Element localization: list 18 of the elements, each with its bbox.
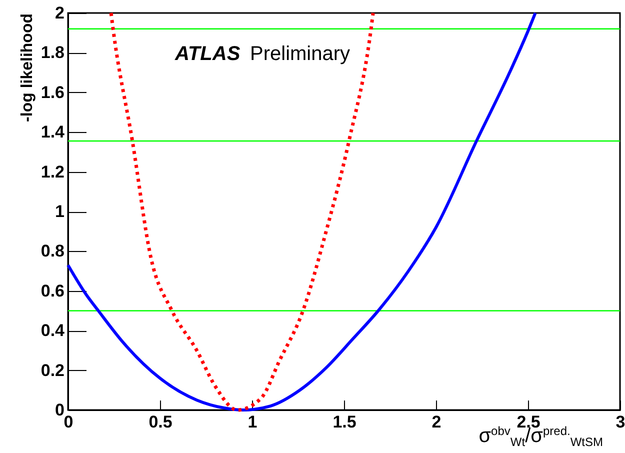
y-tick-label: 0 xyxy=(55,400,64,420)
y-axis-title: -log likelihood xyxy=(18,14,36,122)
y-tick-label: 1.4 xyxy=(40,122,66,142)
x-tick-label: 3 xyxy=(616,412,625,432)
annotation: ATLAS Preliminary xyxy=(174,43,350,65)
y-tick-label: 1.2 xyxy=(40,162,64,182)
x-tick-label: 0.5 xyxy=(148,412,172,432)
y-tick-label: 1 xyxy=(55,202,64,221)
y-tick-label: 1.8 xyxy=(40,43,64,62)
y-tick-label: 0.4 xyxy=(40,321,66,340)
y-tick-label: 0.2 xyxy=(40,360,64,380)
x-tick-label: 2 xyxy=(432,412,442,432)
x-tick-label: 1.5 xyxy=(332,412,356,432)
y-tick-label: 0.8 xyxy=(40,242,64,261)
y-tick-label: 1.6 xyxy=(40,82,64,102)
y-tick-label: 0.6 xyxy=(40,281,64,300)
y-tick-label: 2 xyxy=(55,4,64,22)
x-tick-label: 1 xyxy=(248,412,258,432)
